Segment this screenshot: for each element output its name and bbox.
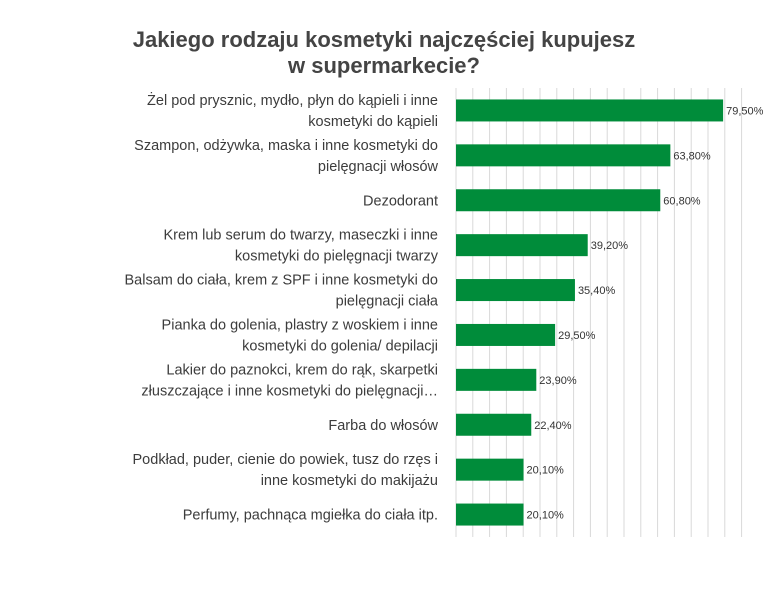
bars	[456, 99, 724, 526]
category-label: kosmetyki do kąpieli	[308, 114, 438, 130]
bar	[456, 368, 537, 391]
category-label: Dezodorant	[363, 193, 438, 209]
category-label: inne kosmetyki do makijażu	[261, 473, 438, 489]
data-label: 23,90%	[539, 375, 577, 387]
chart-title-line: w supermarkecie?	[287, 53, 480, 78]
value-labels: 79,50% 63,80% 60,80% 39,20% 35,40% 29,50% 23,9…	[527, 105, 764, 521]
category-label: pielęgnacji włosów	[318, 159, 439, 175]
bar	[456, 99, 724, 122]
data-label: 20,10%	[527, 465, 565, 477]
category-labels: Żel pod prysznic, mydło, płyn do kąpieli…	[125, 91, 439, 524]
data-label: 63,80%	[673, 150, 711, 162]
data-label: 20,10%	[527, 510, 565, 522]
data-label: 29,50%	[558, 330, 596, 342]
category-label: kosmetyki do golenia/ depilacji	[242, 338, 438, 354]
data-label: 60,80%	[663, 195, 701, 207]
bar	[456, 234, 588, 257]
category-label: pielęgnacji ciała	[336, 294, 439, 310]
data-label: 39,20%	[591, 240, 629, 252]
category-label: Farba do włosów	[328, 418, 438, 434]
category-label: kosmetyki do pielęgnacji twarzy	[235, 249, 439, 265]
bar	[456, 279, 575, 302]
category-label: Żel pod prysznic, mydło, płyn do kąpieli…	[147, 91, 438, 109]
chart-title: Jakiego rodzaju kosmetyki najczęściej ku…	[133, 27, 636, 78]
data-label: 79,50%	[726, 105, 764, 117]
bar	[456, 458, 524, 481]
data-label: 22,40%	[534, 420, 572, 432]
bar	[456, 144, 671, 167]
bar	[456, 413, 532, 436]
category-label: Pianka do golenia, plastry z woskiem i i…	[162, 317, 438, 333]
bar	[456, 189, 661, 212]
chart-title-line: Jakiego rodzaju kosmetyki najczęściej ku…	[133, 27, 636, 52]
category-label: Perfumy, pachnąca mgiełka do ciała itp.	[183, 508, 438, 524]
category-label: Balsam do ciała, krem z SPF i inne kosme…	[125, 273, 438, 289]
bar	[456, 323, 556, 346]
category-label: Podkład, puder, cienie do powiek, tusz d…	[133, 452, 438, 468]
category-label: złuszczające i inne kosmetyki do pielęgn…	[141, 383, 438, 399]
data-label: 35,40%	[578, 285, 616, 297]
category-label: Lakier do paznokci, krem do rąk, skarpet…	[166, 362, 438, 378]
category-label: Szampon, odżywka, maska i inne kosmetyki…	[134, 138, 438, 154]
bar	[456, 503, 524, 526]
category-label: Krem lub serum do twarzy, maseczki i inn…	[163, 228, 438, 244]
